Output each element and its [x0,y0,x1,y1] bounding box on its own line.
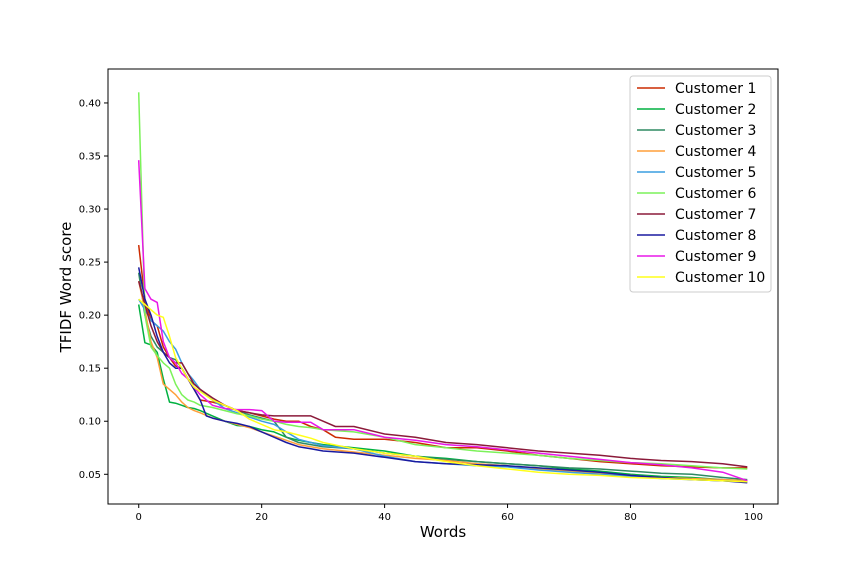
plot-lines [137,92,748,484]
series-line-customer-3 [137,272,748,481]
y-axis-title: TFIDF Word score [57,222,75,354]
series-line-customer-9 [137,160,748,482]
y-tick-label: 0.25 [79,258,101,269]
legend-label: Customer 4 [675,144,756,160]
legend-label: Customer 7 [675,207,756,223]
legend-label: Customer 5 [675,165,756,181]
y-tick-label: 0.20 [79,311,101,322]
x-tick-label: 0 [136,512,142,523]
x-axis: 0 20 40 60 80 100 [136,504,763,523]
x-axis-title: Words [420,523,467,541]
series-line-customer-6 [137,92,748,470]
y-tick-label: 0.10 [79,417,101,428]
legend-label: Customer 3 [675,123,756,139]
plot-frame [107,68,779,505]
legend-label: Customer 9 [675,249,756,265]
x-tick-label: 20 [255,512,268,523]
y-tick-label: 0.15 [79,364,101,375]
x-tick-label: 40 [378,512,391,523]
y-axis: 0.05 0.10 0.15 0.20 0.25 0.30 0.35 0.40 [79,98,108,481]
series-line-customer-8 [137,267,748,484]
legend-label: Customer 10 [675,270,765,286]
x-tick-label: 60 [501,512,514,523]
legend-label: Customer 6 [675,186,756,202]
legend-label: Customer 8 [675,228,756,244]
y-tick-label: 0.40 [79,98,101,109]
legend: Customer 1 Customer 2 Customer 3 Customer 4… [629,75,772,293]
x-tick-label: 100 [744,512,763,523]
legend-label: Customer 1 [675,81,756,97]
legend-box [629,75,772,293]
y-tick-label: 0.05 [79,470,101,481]
series-line-customer-4 [137,281,748,482]
y-tick-label: 0.35 [79,152,101,163]
x-tick-label: 80 [624,512,637,523]
legend-label: Customer 2 [675,102,756,118]
series-line-customer-10 [138,298,748,483]
y-tick-label: 0.30 [79,205,101,216]
